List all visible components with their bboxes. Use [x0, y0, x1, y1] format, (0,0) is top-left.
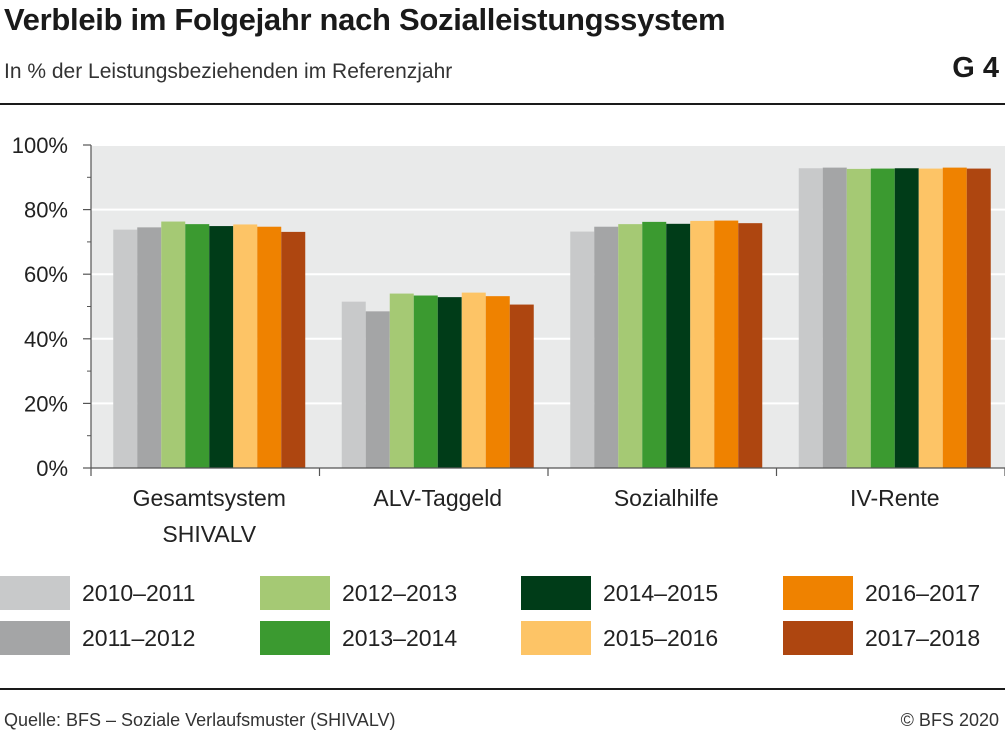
legend-swatch: [521, 576, 591, 610]
bar: [137, 227, 162, 468]
legend-label: 2010–2011: [82, 580, 196, 606]
legend-swatch: [0, 576, 70, 610]
x-axis: Gesamtsystem SHIVALV ALV-Taggeld Sozialhilf…: [90, 467, 1005, 547]
bar: [209, 226, 234, 468]
bar: [485, 296, 510, 468]
bar: [714, 220, 739, 468]
chart-subtitle: In % der Leistungsbeziehenden im Referen…: [4, 60, 453, 83]
legend-swatch: [260, 576, 330, 610]
bar: [738, 223, 763, 468]
x-tick-label: Sozialhilfe: [614, 485, 719, 511]
bar: [594, 226, 619, 468]
bar: [365, 311, 390, 468]
bar: [798, 168, 823, 469]
y-tick-label: 0%: [36, 456, 68, 481]
bar: [918, 168, 943, 469]
y-tick-label: 100%: [12, 133, 68, 158]
source-note: Quelle: BFS – Soziale Verlaufsmuster (SH…: [4, 710, 396, 730]
bar: [509, 304, 534, 468]
bar: [341, 301, 366, 468]
bar: [233, 224, 258, 468]
chart-title: Verbleib im Folgejahr nach Sozialleistun…: [4, 2, 726, 37]
bar: [461, 292, 486, 468]
bar: [570, 231, 595, 468]
legend-swatch: [783, 621, 853, 655]
legend-label: 2014–2015: [603, 580, 719, 606]
bar: [642, 221, 667, 468]
bar-chart: 0% 20% 40% 60% 80% 100% Gesamtsystem SHIVALV AL…: [12, 133, 1005, 547]
legend-swatch: [0, 621, 70, 655]
legend-swatch: [260, 621, 330, 655]
x-tick-label: ALV-Taggeld: [373, 485, 502, 511]
legend-label: 2017–2018: [865, 625, 981, 651]
legend-swatch: [783, 576, 853, 610]
y-tick-label: 80%: [24, 198, 68, 223]
y-tick-label: 20%: [24, 391, 68, 416]
legend-label: 2015–2016: [603, 625, 719, 651]
header-divider: [0, 103, 1005, 105]
graphic-code: G 4: [952, 52, 999, 84]
bar: [389, 293, 414, 468]
legend-label: 2011–2012: [82, 625, 196, 651]
bar: [161, 221, 186, 468]
x-tick-label: SHIVALV: [162, 521, 256, 547]
bar: [870, 168, 895, 469]
bar: [413, 295, 438, 468]
y-tick-label: 40%: [24, 327, 68, 352]
legend-label: 2013–2014: [342, 625, 458, 651]
bars: [113, 167, 991, 469]
bar: [822, 167, 847, 469]
bar: [185, 224, 210, 468]
bar: [257, 226, 282, 468]
footer-divider: [0, 688, 1005, 690]
bar: [113, 229, 138, 468]
y-axis: 0% 20% 40% 60% 80% 100%: [12, 133, 92, 481]
bar: [894, 168, 919, 469]
bar: [846, 168, 871, 469]
x-tick-label: Gesamtsystem: [133, 485, 286, 511]
bar: [437, 297, 462, 468]
bar: [690, 220, 715, 468]
bar: [942, 167, 967, 469]
legend-label: 2012–2013: [342, 580, 458, 606]
bar: [618, 224, 643, 468]
legend-swatch: [521, 621, 591, 655]
bar: [281, 231, 306, 468]
legend-label: 2016–2017: [865, 580, 981, 606]
bar: [966, 168, 991, 469]
copyright-note: © BFS 2020: [900, 710, 999, 730]
y-tick-label: 60%: [24, 262, 68, 287]
x-tick-label: IV-Rente: [850, 485, 940, 511]
bar: [666, 223, 691, 468]
legend: 2010–2011 2011–2012 2012–2013 2013–2014 2014…: [0, 576, 1005, 660]
